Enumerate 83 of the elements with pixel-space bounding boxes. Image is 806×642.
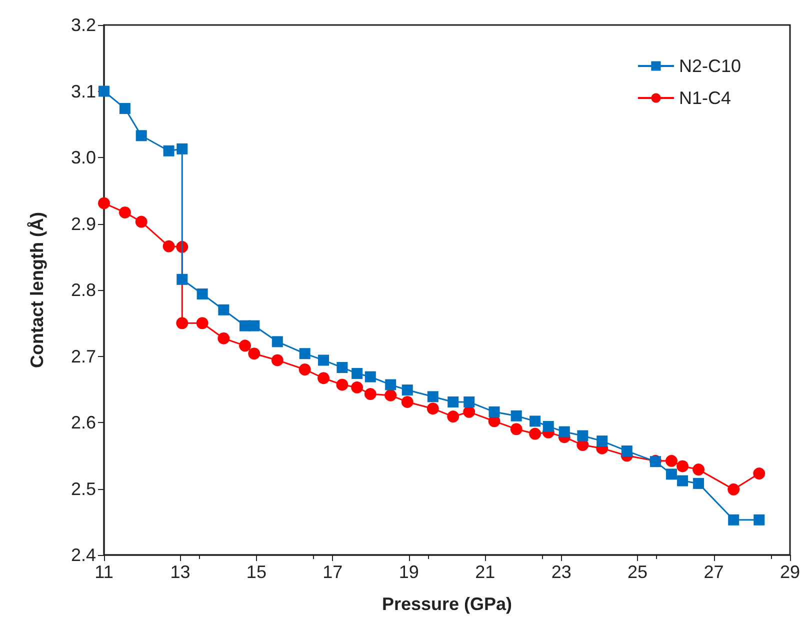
point bbox=[318, 372, 330, 384]
legend-label: N2-C10 bbox=[678, 56, 742, 76]
point bbox=[162, 240, 175, 252]
y-tick-label: 2.4 bbox=[70, 545, 96, 565]
point bbox=[135, 216, 148, 228]
point bbox=[98, 197, 110, 210]
point bbox=[364, 388, 376, 400]
point bbox=[336, 362, 348, 374]
point bbox=[136, 130, 147, 142]
point bbox=[753, 468, 766, 480]
x-tick-label: 27 bbox=[704, 562, 724, 582]
x-tick-label: 25 bbox=[628, 562, 648, 582]
point bbox=[426, 402, 439, 415]
legend-label: N1-C4 bbox=[678, 88, 731, 108]
point bbox=[272, 336, 283, 348]
point bbox=[488, 406, 500, 418]
point bbox=[677, 475, 688, 486]
point bbox=[119, 102, 130, 114]
point bbox=[196, 288, 208, 300]
point bbox=[596, 436, 608, 447]
y-tick-label: 2.9 bbox=[70, 214, 96, 234]
point bbox=[118, 206, 131, 218]
point bbox=[351, 381, 364, 394]
point bbox=[728, 483, 740, 496]
y-tick-label: 2.8 bbox=[70, 280, 96, 300]
point bbox=[176, 317, 188, 330]
y-tick-label: 2.5 bbox=[70, 478, 96, 499]
point bbox=[754, 514, 765, 526]
point bbox=[299, 348, 310, 360]
x-tick-label: 11 bbox=[94, 562, 114, 582]
point bbox=[448, 396, 459, 408]
y-tick-label: 3.1 bbox=[70, 81, 96, 102]
point bbox=[196, 317, 208, 330]
point bbox=[239, 340, 252, 352]
point bbox=[558, 426, 570, 438]
x-tick-label: 23 bbox=[551, 562, 572, 582]
point bbox=[693, 478, 704, 489]
point bbox=[385, 379, 396, 390]
point bbox=[402, 384, 413, 396]
y-axis-title: Contact length (Å) bbox=[27, 212, 47, 368]
point bbox=[384, 389, 397, 402]
x-tick-label: 21 bbox=[475, 562, 496, 582]
point bbox=[621, 445, 632, 456]
point bbox=[463, 406, 476, 418]
point bbox=[577, 430, 588, 442]
x-tick-label: 15 bbox=[246, 562, 266, 582]
y-tick-label: 3.0 bbox=[70, 148, 96, 168]
point bbox=[692, 464, 705, 476]
point bbox=[336, 378, 348, 391]
point bbox=[352, 368, 363, 379]
x-axis-title: Pressure (GPa) bbox=[382, 594, 512, 614]
point bbox=[529, 428, 542, 440]
point bbox=[401, 396, 414, 408]
point bbox=[298, 364, 311, 376]
x-tick-label: 13 bbox=[170, 562, 190, 582]
point bbox=[676, 460, 689, 472]
point bbox=[318, 354, 330, 366]
point bbox=[464, 396, 475, 408]
y-tick-label: 2.7 bbox=[70, 346, 96, 366]
y-tick-label: 3.2 bbox=[70, 15, 96, 35]
x-tick-label: 29 bbox=[780, 562, 800, 582]
point bbox=[542, 420, 554, 432]
point bbox=[364, 371, 376, 382]
point bbox=[248, 320, 260, 332]
point bbox=[427, 391, 438, 402]
point bbox=[666, 468, 677, 480]
point bbox=[248, 348, 260, 360]
point bbox=[728, 514, 740, 526]
point bbox=[218, 304, 230, 316]
point bbox=[447, 410, 460, 423]
point bbox=[163, 145, 174, 156]
point bbox=[176, 274, 188, 285]
point bbox=[176, 143, 188, 154]
point bbox=[98, 86, 110, 97]
point bbox=[218, 332, 230, 344]
x-tick-label: 19 bbox=[398, 562, 419, 582]
x-tick-label: 17 bbox=[322, 562, 343, 582]
point bbox=[510, 410, 522, 422]
y-tick-label: 2.6 bbox=[70, 412, 96, 432]
point bbox=[271, 354, 284, 366]
point bbox=[510, 423, 522, 436]
point bbox=[665, 454, 678, 467]
point bbox=[530, 416, 541, 427]
